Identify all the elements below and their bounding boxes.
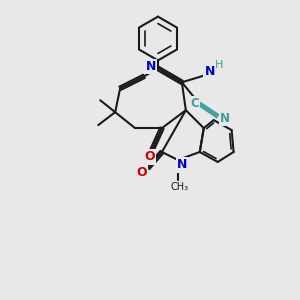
Text: H: H [214,60,223,70]
Text: O: O [137,167,147,179]
Text: C: C [190,97,199,110]
Text: CH₃: CH₃ [171,182,189,192]
Text: N: N [177,158,187,171]
Text: N: N [220,112,230,124]
Text: N: N [205,65,215,78]
Text: O: O [145,151,155,164]
Text: N: N [146,60,156,73]
